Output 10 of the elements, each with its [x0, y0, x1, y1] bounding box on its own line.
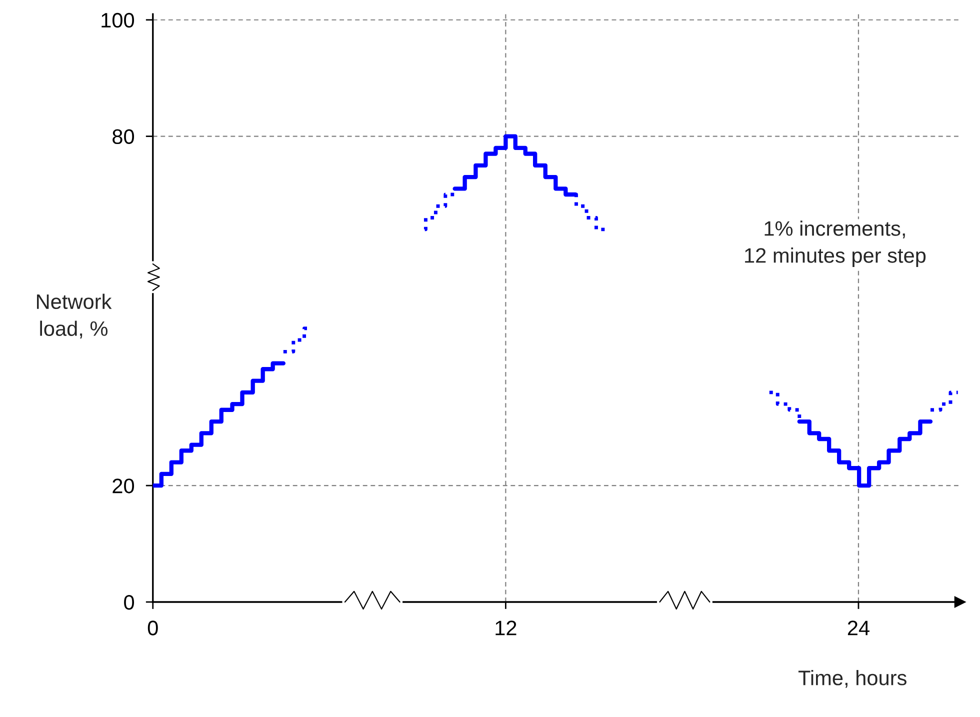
x-tick-label: 24	[848, 620, 870, 636]
y-axis-title: Network load, %	[37, 294, 112, 338]
y-tick-label: 80	[112, 129, 134, 144]
x-tick-label: 0	[148, 620, 158, 636]
y-tick-label: 20	[112, 478, 134, 494]
x-tick-label: 12	[496, 620, 516, 636]
annotation: 1% increments, 12 minutes per step	[745, 220, 926, 267]
y-tick-label: 0	[124, 594, 134, 610]
x-axis-title: Time, hours	[798, 670, 906, 688]
y-tick-label: 100	[102, 12, 134, 28]
